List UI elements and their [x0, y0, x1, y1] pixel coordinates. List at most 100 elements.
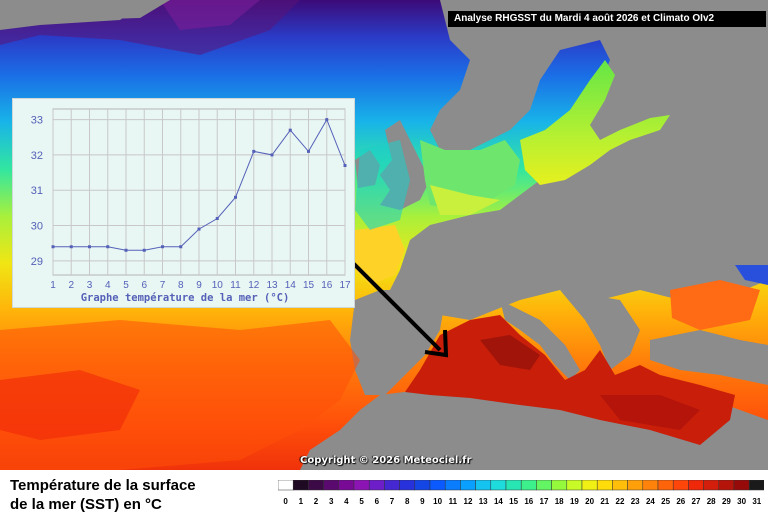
scale-label: 23 — [631, 497, 640, 506]
data-point — [88, 245, 91, 249]
scale-swatch — [460, 480, 476, 491]
scale-label: 13 — [479, 497, 488, 506]
scale-swatch — [278, 480, 294, 491]
x-tick-label: 2 — [68, 280, 74, 291]
legend-title-line2: de la mer (SST) en °C — [10, 496, 162, 513]
y-tick-label: 29 — [31, 256, 43, 268]
scale-label: 14 — [494, 497, 503, 506]
scale-label: 0 — [283, 497, 288, 506]
scale-label: 15 — [509, 497, 518, 506]
scale-swatch — [429, 480, 446, 491]
scale-label: 12 — [464, 497, 473, 506]
legend-title: Température de la surface de la mer (SST… — [10, 476, 196, 514]
scale-swatch — [581, 480, 598, 491]
scale-swatch — [490, 480, 507, 491]
scale-swatch — [748, 480, 764, 491]
x-tick-label: 10 — [212, 280, 224, 291]
x-tick-label: 9 — [196, 280, 202, 291]
scale-swatch — [292, 480, 309, 491]
color-scale: 0 1 2 3 4 5 6 7 8 9 10 11 12 13 14 15 16 17 18 19 20 21 22 23 24… — [278, 480, 764, 506]
scale-swatch — [444, 480, 461, 491]
scale-label: 8 — [405, 497, 410, 506]
scale-label: 11 — [449, 497, 458, 506]
data-point — [343, 164, 347, 168]
legend-bar: Température de la surface de la mer (SST… — [0, 470, 768, 514]
scale-swatch — [688, 480, 704, 491]
x-tick-label: 8 — [178, 280, 184, 291]
scale-swatch — [612, 480, 628, 491]
data-point — [270, 153, 274, 157]
arrow-head — [424, 329, 449, 358]
scale-label: 10 — [433, 497, 442, 506]
scale-swatch — [718, 480, 735, 491]
scale-swatch — [672, 480, 689, 491]
data-point — [69, 245, 73, 249]
x-tick-label: 5 — [123, 280, 129, 291]
scale-swatch — [536, 480, 552, 491]
scale-label: 3 — [329, 497, 334, 506]
y-tick-label: 30 — [31, 221, 43, 233]
scale-label: 27 — [692, 497, 701, 506]
copyright-text: Copyright © 2026 Meteociel.fr — [300, 455, 472, 466]
scale-swatch — [505, 480, 522, 491]
scale-label: 21 — [600, 497, 609, 506]
data-point — [197, 227, 201, 231]
data-point — [106, 245, 110, 249]
series-points — [51, 118, 347, 252]
sst-map — [0, 0, 768, 470]
map-header: Analyse RHGSST du Mardi 4 août 2026 et C… — [448, 11, 766, 27]
scale-swatch — [353, 480, 370, 491]
x-axis-label: Graphe température de la mer (°C) — [81, 292, 290, 304]
scale-label: 25 — [661, 497, 670, 506]
scale-swatch — [551, 480, 568, 491]
scale-swatch — [520, 480, 537, 491]
scale-swatch — [338, 480, 355, 491]
scale-swatch — [308, 480, 324, 491]
scale-label: 9 — [420, 497, 425, 506]
x-tick-label: 13 — [266, 280, 278, 291]
data-point — [325, 118, 329, 122]
scale-swatch — [657, 480, 674, 491]
x-tick-label: 3 — [87, 280, 93, 291]
scale-label: 6 — [375, 497, 380, 506]
x-tick-label: 12 — [248, 280, 260, 291]
data-point — [307, 149, 310, 153]
x-tick-label: 1 — [50, 280, 56, 291]
data-point — [51, 245, 55, 249]
x-tick-label: 7 — [160, 280, 166, 291]
scale-label: 4 — [344, 497, 349, 506]
y-tick-label: 31 — [31, 185, 43, 197]
scale-label: 28 — [707, 497, 716, 506]
y-tick-label: 33 — [31, 115, 43, 127]
scale-label: 29 — [722, 497, 731, 506]
scale-label: 5 — [359, 497, 364, 506]
scale-swatch — [596, 480, 613, 491]
x-tick-label: 17 — [339, 280, 351, 291]
data-point — [288, 128, 292, 132]
y-tick-label: 32 — [31, 150, 43, 162]
scale-swatch — [384, 480, 400, 491]
x-tick-label: 11 — [230, 280, 241, 291]
sst-map-graphic — [0, 0, 768, 470]
scale-swatch — [399, 480, 416, 491]
x-tick-label: 14 — [285, 280, 297, 291]
scale-label: 26 — [676, 497, 685, 506]
scale-swatch — [414, 480, 431, 491]
scale-swatch — [368, 480, 385, 491]
data-point — [161, 245, 164, 249]
scale-swatch — [475, 480, 492, 491]
scale-label: 30 — [737, 497, 746, 506]
scale-swatch — [733, 480, 750, 491]
scale-label: 7 — [390, 497, 395, 506]
x-tick-label: 4 — [105, 280, 111, 291]
scale-swatch — [323, 480, 340, 491]
scale-label: 17 — [540, 497, 549, 506]
scale-label: 31 — [752, 497, 761, 506]
scale-swatch — [703, 480, 720, 491]
x-tick-label: 16 — [321, 280, 333, 291]
scale-label: 16 — [524, 497, 533, 506]
scale-label: 2 — [314, 497, 319, 506]
data-point — [179, 245, 183, 249]
data-point — [142, 248, 146, 252]
